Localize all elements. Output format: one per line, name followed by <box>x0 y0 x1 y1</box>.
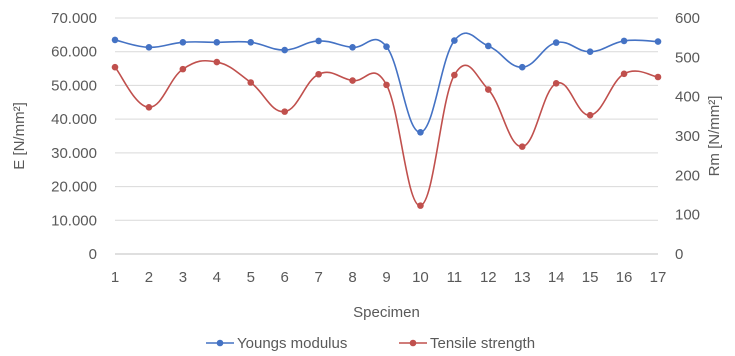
y-left-tick-label: 60.000 <box>51 44 97 61</box>
legend-marker <box>409 339 417 347</box>
data-point <box>315 70 322 78</box>
series <box>111 32 662 209</box>
x-tick-label: 3 <box>179 269 187 286</box>
data-point <box>179 38 187 46</box>
data-point <box>518 143 526 150</box>
x-tick-label: 14 <box>548 269 565 286</box>
y-right-tick-label: 600 <box>675 10 700 27</box>
tick-labels: 0 10.000 20.000 30.000 40.000 50.000 60.000 70.… <box>51 10 700 286</box>
x-tick-label: 17 <box>650 269 667 286</box>
data-point <box>145 103 153 111</box>
x-tick-label: 4 <box>213 269 221 286</box>
data-point <box>518 63 526 71</box>
data-point <box>451 71 458 79</box>
data-point <box>451 37 458 44</box>
y-axis-left-title: E [N/mm²] <box>11 102 28 170</box>
data-point <box>654 38 662 45</box>
data-point <box>349 77 356 84</box>
y-left-tick-label: 30.000 <box>51 145 97 162</box>
x-tick-label: 12 <box>480 269 497 286</box>
legend-label: Tensile strength <box>430 335 535 352</box>
data-point <box>552 39 560 46</box>
x-tick-label: 10 <box>412 269 429 286</box>
data-point <box>620 37 628 45</box>
series-youngs-modulus <box>111 32 662 136</box>
data-point <box>315 37 322 45</box>
data-point <box>179 65 187 73</box>
y-right-tick-label: 0 <box>675 246 683 263</box>
y-left-tick-label: 40.000 <box>51 111 97 128</box>
data-point <box>552 79 560 87</box>
y-right-tick-label: 300 <box>675 128 700 145</box>
x-tick-label: 16 <box>616 269 633 286</box>
data-point <box>586 48 594 56</box>
y-left-tick-label: 10.000 <box>51 212 97 229</box>
data-point <box>247 38 255 46</box>
data-point <box>485 86 492 93</box>
data-point <box>383 43 390 50</box>
data-point <box>383 81 390 89</box>
data-point <box>417 202 424 209</box>
x-tick-label: 5 <box>247 269 255 286</box>
y-right-tick-label: 100 <box>675 207 700 224</box>
y-right-tick-label: 500 <box>675 49 700 66</box>
y-right-tick-label: 200 <box>675 167 700 184</box>
data-point <box>281 46 288 54</box>
data-point <box>654 73 662 81</box>
data-point <box>586 111 594 119</box>
data-point <box>213 58 221 66</box>
y-right-tick-label: 400 <box>675 89 700 106</box>
y-left-tick-label: 70.000 <box>51 10 97 27</box>
x-tick-label: 8 <box>348 269 356 286</box>
x-tick-label: 15 <box>582 269 599 286</box>
data-point <box>111 63 119 71</box>
y-left-tick-label: 50.000 <box>51 77 97 94</box>
x-tick-label: 6 <box>281 269 289 286</box>
legend-item: Tensile strength <box>399 335 535 352</box>
x-tick-label: 1 <box>111 269 119 286</box>
y-left-tick-label: 0 <box>89 246 97 263</box>
data-point <box>111 36 119 44</box>
legend-item: Youngs modulus <box>206 335 347 352</box>
series-tensile-strength <box>111 58 662 209</box>
y-left-tick-label: 20.000 <box>51 179 97 196</box>
data-point <box>417 128 424 136</box>
x-tick-label: 9 <box>382 269 390 286</box>
x-tick-label: 13 <box>514 269 531 286</box>
data-point <box>485 42 492 50</box>
data-point <box>349 44 356 51</box>
data-point <box>145 44 153 51</box>
data-point <box>213 38 221 46</box>
x-tick-label: 7 <box>314 269 322 286</box>
x-tick-label: 2 <box>145 269 153 286</box>
data-point <box>281 108 288 115</box>
legend-label: Youngs modulus <box>237 335 347 352</box>
series-line <box>114 32 659 134</box>
legend: Youngs modulus Tensile strength <box>206 335 535 352</box>
data-point <box>620 70 628 78</box>
legend-marker <box>216 339 224 347</box>
x-axis-title: Specimen <box>353 304 420 321</box>
y-axis-right-title: Rm [N/mm²] <box>706 96 723 177</box>
x-tick-label: 11 <box>447 269 463 286</box>
data-point <box>247 79 255 86</box>
